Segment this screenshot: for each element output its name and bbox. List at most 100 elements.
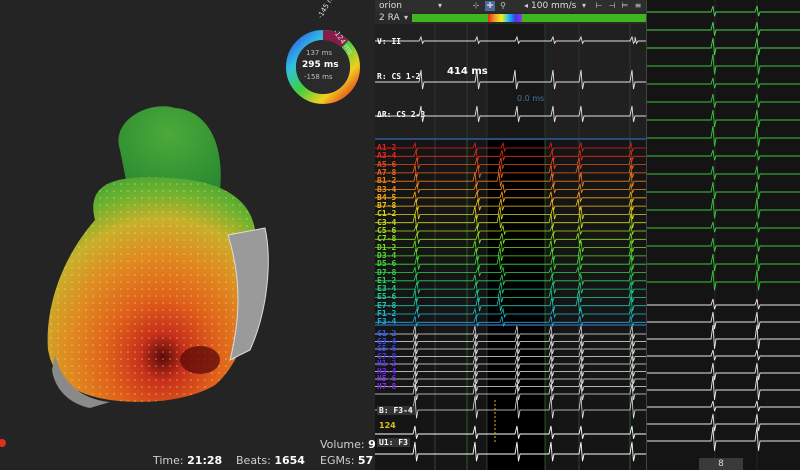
channel-label-a1-2[interactable]: A1-2 — [377, 143, 397, 152]
channel-label-b3-4[interactable]: B3-4 — [377, 184, 397, 194]
dropdown-arrow-icon[interactable]: ▾ — [437, 1, 442, 10]
channel-label-h3-4[interactable]: H3-4 — [377, 366, 397, 376]
caliper-icon[interactable]: ⊹ — [472, 1, 480, 10]
surface-trace-cs12 — [375, 69, 646, 90]
channel-label-e1-2[interactable]: E1-2 — [377, 275, 397, 285]
time-value: 21:28 — [187, 454, 223, 467]
egm-panel[interactable]: orion ▾ ⊹ ✚ ⚲ ◂ 100 mm/s ▾ ⊢ ⊣ ⊨ ≡ 2 RA … — [375, 0, 646, 470]
channel-label-c7-8[interactable]: C7-8 — [377, 234, 397, 244]
band-separator — [375, 138, 646, 140]
egm-trace-a5-6 — [375, 157, 646, 169]
wheel-center: 295 ms — [302, 60, 339, 70]
channel-label-g3-4[interactable]: G3-4 — [377, 336, 397, 346]
band-separator — [375, 324, 646, 326]
small-ms-label: 124 — [379, 421, 396, 430]
fit-icon[interactable]: ⊨ — [621, 1, 629, 10]
channel-label-h1-2[interactable]: H1-2 — [377, 359, 397, 368]
channel-label-f3-4[interactable]: F3-4 — [377, 317, 397, 327]
egm-trace-b7-8 — [375, 198, 646, 211]
right-green-trace-12 — [647, 221, 800, 233]
color-wheel[interactable] — [283, 27, 363, 107]
channel-label-c1-2[interactable]: C1-2 — [377, 209, 397, 219]
right-white-trace-8 — [647, 426, 800, 451]
right-panel[interactable]: 8 — [646, 0, 800, 470]
channel-label-b4-5[interactable]: B4-5 — [377, 192, 397, 202]
right-traces[interactable] — [647, 0, 800, 470]
right-green-trace-1 — [647, 21, 800, 36]
channel-label-g1-2[interactable]: G1-2 — [377, 329, 397, 338]
speed-menu-icon[interactable]: ▾ — [581, 1, 586, 10]
lead-select-row: 2 RA ▾ — [375, 12, 646, 24]
egm-trace-a1-2 — [375, 141, 646, 153]
bottom-label-b[interactable]: B: F3-4 — [377, 406, 415, 415]
speed-dropdown-icon[interactable]: ◂ — [523, 1, 528, 10]
channel-label-b1-2[interactable]: B1-2 — [377, 176, 397, 186]
speed-label[interactable]: 100 mm/s — [531, 1, 577, 11]
right-green-trace-2 — [647, 37, 800, 56]
surface-label-2[interactable]: ΔR: CS 2-3 — [377, 110, 426, 119]
volume-stat: Volume: 94 — [320, 438, 375, 451]
right-green-trace-4 — [647, 77, 800, 89]
timeline-window — [488, 14, 522, 22]
channel-label-g7-8[interactable]: G7-8 — [377, 351, 397, 361]
egms-value: 57 — [357, 454, 374, 467]
channel-label-d5-6[interactable]: D5-6 — [377, 259, 397, 269]
beats-stat: Beats: 1654 — [236, 454, 305, 467]
egm-trace-a7-8 — [375, 164, 646, 178]
lead-dropdown-icon[interactable]: ▾ — [403, 13, 408, 22]
egm-trace-g5-6 — [375, 340, 646, 354]
volume-value: 94 — [368, 438, 375, 451]
channel-label-f1-2[interactable]: F1-2 — [377, 309, 397, 318]
channel-label-e7-8[interactable]: E7-8 — [377, 300, 397, 310]
channel-label-h5-6[interactable]: H5-6 — [377, 374, 397, 383]
timeline-bar[interactable] — [412, 14, 646, 22]
channel-label-h7-8[interactable]: H7-8 — [377, 381, 397, 391]
egm-trace-b-f34 — [375, 425, 646, 439]
channel-label-g5-6[interactable]: G5-6 — [377, 344, 397, 353]
red-marker — [0, 439, 6, 447]
right-green-trace-10 — [647, 181, 800, 200]
egm-trace-e1-2 — [375, 274, 646, 286]
right-green-trace-9 — [647, 165, 800, 180]
time-label: Time: — [153, 454, 184, 467]
right-white-trace-0 — [647, 298, 800, 310]
egm-trace-g3-4 — [375, 333, 646, 347]
egm-trace-d7-8 — [375, 266, 646, 277]
lead-select[interactable]: 2 RA — [379, 13, 400, 23]
marker-icon[interactable]: ⚲ — [500, 1, 506, 10]
channel-label-a7-8[interactable]: A7-8 — [377, 167, 397, 177]
channel-label-d7-8[interactable]: D7-8 — [377, 267, 397, 277]
surface-trace-ii — [375, 35, 646, 45]
bottom-label-u1[interactable]: U1: F3 — [377, 438, 410, 447]
channel-label-a3-4[interactable]: A3-4 — [377, 151, 397, 161]
surface-label-1[interactable]: R: CS 1-2 — [377, 72, 421, 81]
channel-label-a5-6[interactable]: A5-6 — [377, 159, 397, 169]
channel-label-d3-4[interactable]: D3-4 — [377, 250, 397, 260]
surface-label-0[interactable]: V: II — [377, 37, 402, 46]
channel-label-b7-8[interactable]: B7-8 — [377, 201, 397, 211]
wheel-top: 137 ms — [306, 49, 333, 57]
channel-label-d1-2[interactable]: D1-2 — [377, 242, 397, 252]
channel-label-e5-6[interactable]: E5-6 — [377, 292, 397, 302]
egm-trace-b1-2 — [375, 172, 646, 187]
egm-trace-c3-4 — [375, 213, 646, 229]
channel-label-e3-4[interactable]: E3-4 — [377, 284, 397, 294]
channel-label-c5-6[interactable]: C5-6 — [377, 226, 397, 235]
zoom-out-icon[interactable]: ⊢ — [595, 1, 603, 10]
egm-traces[interactable] — [375, 24, 646, 470]
map-panel[interactable]: 137 ms 295 ms -158 ms -145 ms -124 ms Ti… — [0, 0, 375, 470]
zoom-in-icon[interactable]: ⊣ — [608, 1, 616, 10]
egm-trace-f1-2 — [375, 307, 646, 319]
channel-label-c3-4[interactable]: C3-4 — [377, 217, 397, 227]
right-white-trace-2 — [647, 324, 800, 349]
time-stat: Time: 21:28 — [153, 454, 222, 467]
egm-toolbar: orion ▾ ⊹ ✚ ⚲ ◂ 100 mm/s ▾ ⊢ ⊣ ⊨ ≡ — [375, 0, 646, 13]
heart-map[interactable] — [0, 0, 375, 470]
cursor-icon[interactable]: ✚ — [485, 1, 495, 11]
right-green-trace-5 — [647, 93, 800, 108]
surface-area — [375, 24, 646, 138]
settings-icon[interactable]: ≡ — [634, 1, 642, 10]
heart-upper-lobe — [118, 106, 221, 200]
egms-label: EGMs: — [320, 454, 355, 467]
heart-flap — [227, 227, 269, 361]
